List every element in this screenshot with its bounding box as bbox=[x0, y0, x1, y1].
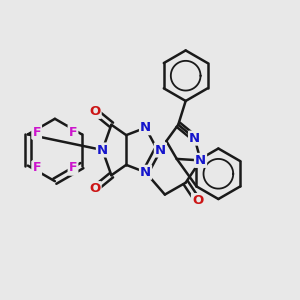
Text: N: N bbox=[189, 132, 200, 145]
Text: O: O bbox=[89, 182, 100, 195]
Text: N: N bbox=[195, 154, 206, 167]
Text: F: F bbox=[32, 125, 41, 139]
Text: F: F bbox=[69, 161, 77, 175]
Text: F: F bbox=[32, 125, 41, 139]
Text: N: N bbox=[140, 121, 151, 134]
Text: N: N bbox=[97, 143, 108, 157]
Text: O: O bbox=[89, 105, 100, 118]
Text: F: F bbox=[69, 125, 77, 139]
Text: F: F bbox=[32, 161, 41, 175]
Text: N: N bbox=[155, 143, 166, 157]
Text: N: N bbox=[140, 166, 151, 179]
Text: F: F bbox=[32, 161, 41, 175]
Text: F: F bbox=[69, 125, 77, 139]
Text: F: F bbox=[69, 161, 77, 175]
Text: O: O bbox=[192, 194, 203, 207]
